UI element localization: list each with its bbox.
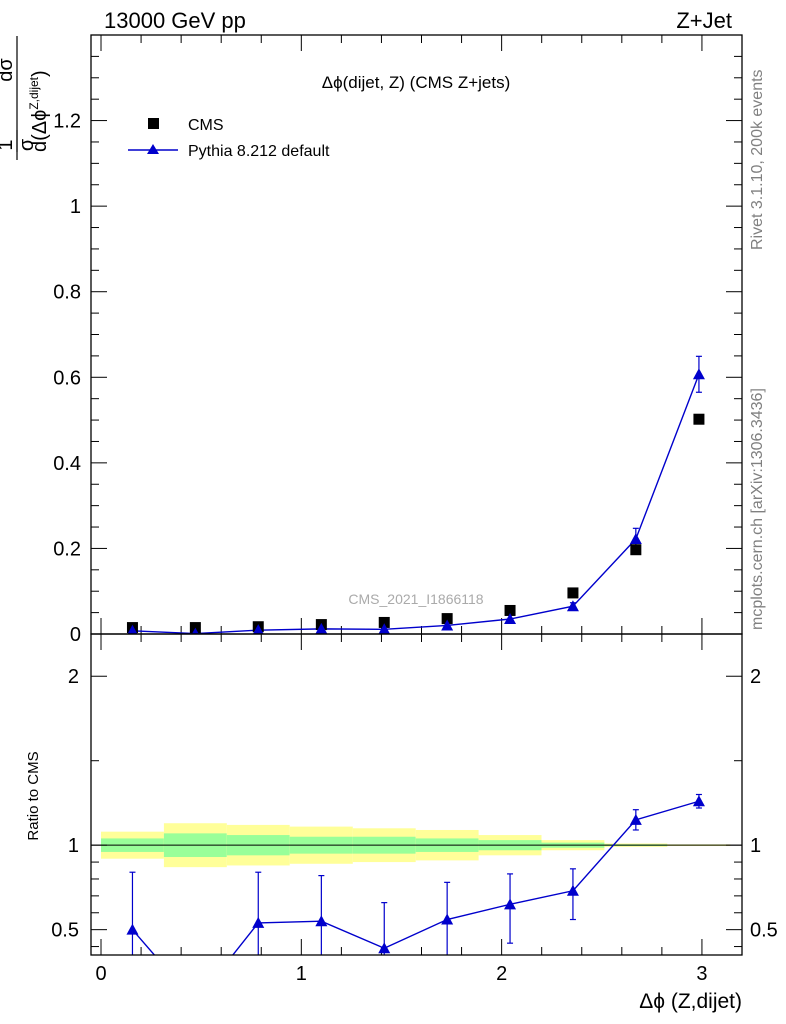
main-axis-ticks: 0 0.2 0.4 0.6 0.8 1 1.2 <box>53 35 743 646</box>
pythia-point <box>441 619 454 631</box>
ratio-point <box>189 996 201 1007</box>
ratio-point <box>126 923 139 935</box>
ratio-ytick-label-right: 0.5 <box>750 920 778 942</box>
ylabel-den-suffix: ) <box>29 70 51 77</box>
ratio-point <box>315 915 328 927</box>
cms-point <box>441 613 453 625</box>
ratio-ylabel: Ratio to CMS <box>25 751 42 840</box>
ratio-xtick-label: 3 <box>696 963 707 985</box>
ratio-point <box>566 884 579 896</box>
ratio-point <box>504 898 517 910</box>
ylabel-den-prefix: d(Δϕ <box>29 110 51 152</box>
cms-point <box>630 544 642 556</box>
pythia-point <box>629 533 642 545</box>
main-ytick-label: 1.2 <box>53 111 81 133</box>
ratio-axis-ticks: 0.5 0.5 1 1 2 2 0 1 2 3 <box>51 634 778 985</box>
main-ytick-label: 0.2 <box>53 538 81 560</box>
main-title: Δϕ(dijet, Z) (CMS Z+jets) <box>322 73 511 92</box>
ratio-point <box>441 913 454 925</box>
pythia-point <box>315 622 328 634</box>
pythia-point <box>191 627 199 634</box>
legend: CMS Pythia 8.212 default <box>128 117 330 160</box>
header-left: 13000 GeV pp <box>104 8 246 33</box>
ylabel-den-2: d(ΔϕZ,dijet) <box>27 70 51 152</box>
ratio-xtick-label: 2 <box>496 963 507 985</box>
ratio-ytick-label: 0.5 <box>51 920 79 942</box>
pythia-point <box>692 368 705 380</box>
legend-label-pythia: Pythia 8.212 default <box>188 143 330 160</box>
pythia-point <box>252 624 264 634</box>
legend-marker-cms <box>148 118 159 129</box>
rivet-label: Rivet 3.1.10, 200k events <box>749 69 766 250</box>
ratio-point <box>252 916 265 928</box>
main-ytick-label: 0.6 <box>53 367 81 389</box>
ratio-ytick-label: 1 <box>68 835 79 857</box>
cms-point <box>504 604 516 616</box>
ratio-panel: 0.5 0.5 1 1 2 2 0 1 2 3 Ratio to CMS Δϕ (Z,dijet) <box>25 633 778 1013</box>
main-ytick-label: 0 <box>70 624 81 646</box>
legend-label-cms: CMS <box>188 117 224 134</box>
ylabel-num-1: 1 <box>0 139 17 150</box>
ratio-point <box>378 942 391 954</box>
legend-marker-pythia <box>147 144 159 154</box>
header-right: Z+Jet <box>676 8 732 33</box>
ratio-ytick-label-right: 2 <box>750 666 761 688</box>
main-ytick-label: 1 <box>70 196 81 218</box>
ratio-ytick-label-right: 1 <box>750 835 761 857</box>
main-ytick-label: 0.4 <box>53 453 81 475</box>
main-ytick-label: 0.8 <box>53 282 81 304</box>
ratio-ytick-label: 2 <box>68 666 79 688</box>
x-axis-label: Δϕ (Z,dijet) <box>639 990 742 1013</box>
ylabel-superscript: Z,dijet <box>27 76 41 109</box>
ratio-point <box>692 795 705 807</box>
cms-point <box>378 616 390 628</box>
ratio-line <box>131 800 700 955</box>
main-ylabel: 1 σ dσ d(ΔϕZ,dijet) <box>0 36 51 160</box>
ratio-frame <box>90 633 743 956</box>
pythia-point <box>566 600 579 612</box>
pythia-line <box>132 374 700 634</box>
mcplots-label: mcplots.cern.ch [arXiv:1306.3436] <box>749 388 766 630</box>
cms-point <box>567 587 579 599</box>
analysis-watermark: CMS_2021_I1866118 <box>348 591 483 607</box>
ylabel-num-2: dσ <box>0 58 17 82</box>
pythia-point <box>504 613 517 625</box>
main-panel: 0 0.2 0.4 0.6 0.8 1 1.2 Δϕ(dijet, Z) (CMS Z+je… <box>0 34 743 646</box>
main-data-layer <box>126 355 705 634</box>
ylabel-den-1: σ <box>16 138 38 151</box>
ratio-xtick-label: 0 <box>95 963 106 985</box>
pythia-point <box>127 624 138 634</box>
ratio-xtick-label: 1 <box>296 963 307 985</box>
cms-point <box>693 413 705 425</box>
pythia-point <box>378 623 391 634</box>
ratio-data-layer <box>126 793 705 1007</box>
ratio-point <box>629 813 642 825</box>
